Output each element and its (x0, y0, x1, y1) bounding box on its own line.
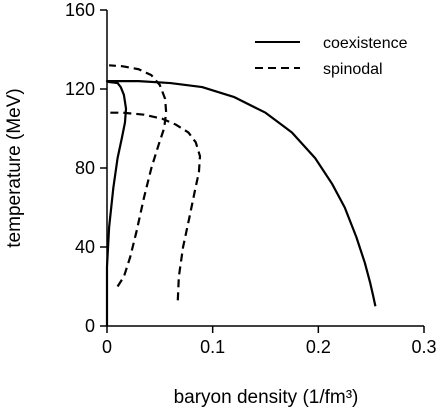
x-tick-label: 0 (102, 337, 112, 357)
legend: coexistence spinodal (255, 35, 408, 78)
x-axis: 0 0.1 0.2 0.3 (102, 325, 437, 357)
y-tick-label: 0 (85, 316, 95, 336)
series-layer (105, 64, 377, 326)
y-tick-label: 80 (75, 158, 95, 178)
series-line-spinodal-1 (109, 64, 168, 288)
y-axis-label: temperature (MeV) (4, 88, 25, 247)
legend-label-coexistence: coexistence (323, 35, 408, 52)
y-axis: 0 40 80 120 160 (65, 0, 108, 336)
x-tick-label: 0.1 (200, 337, 225, 357)
y-tick-label: 40 (75, 237, 95, 257)
x-tick-label: 0.2 (306, 337, 331, 357)
legend-label-spinodal: spinodal (323, 61, 383, 78)
series-line-coexistence (105, 80, 377, 326)
x-tick-label: 0.3 (411, 337, 436, 357)
x-axis-label: baryon density (1/fm³) (174, 387, 359, 408)
y-tick-label: 160 (65, 0, 95, 20)
y-tick-label: 120 (65, 79, 95, 99)
series-line-spinodal-2 (109, 111, 202, 301)
